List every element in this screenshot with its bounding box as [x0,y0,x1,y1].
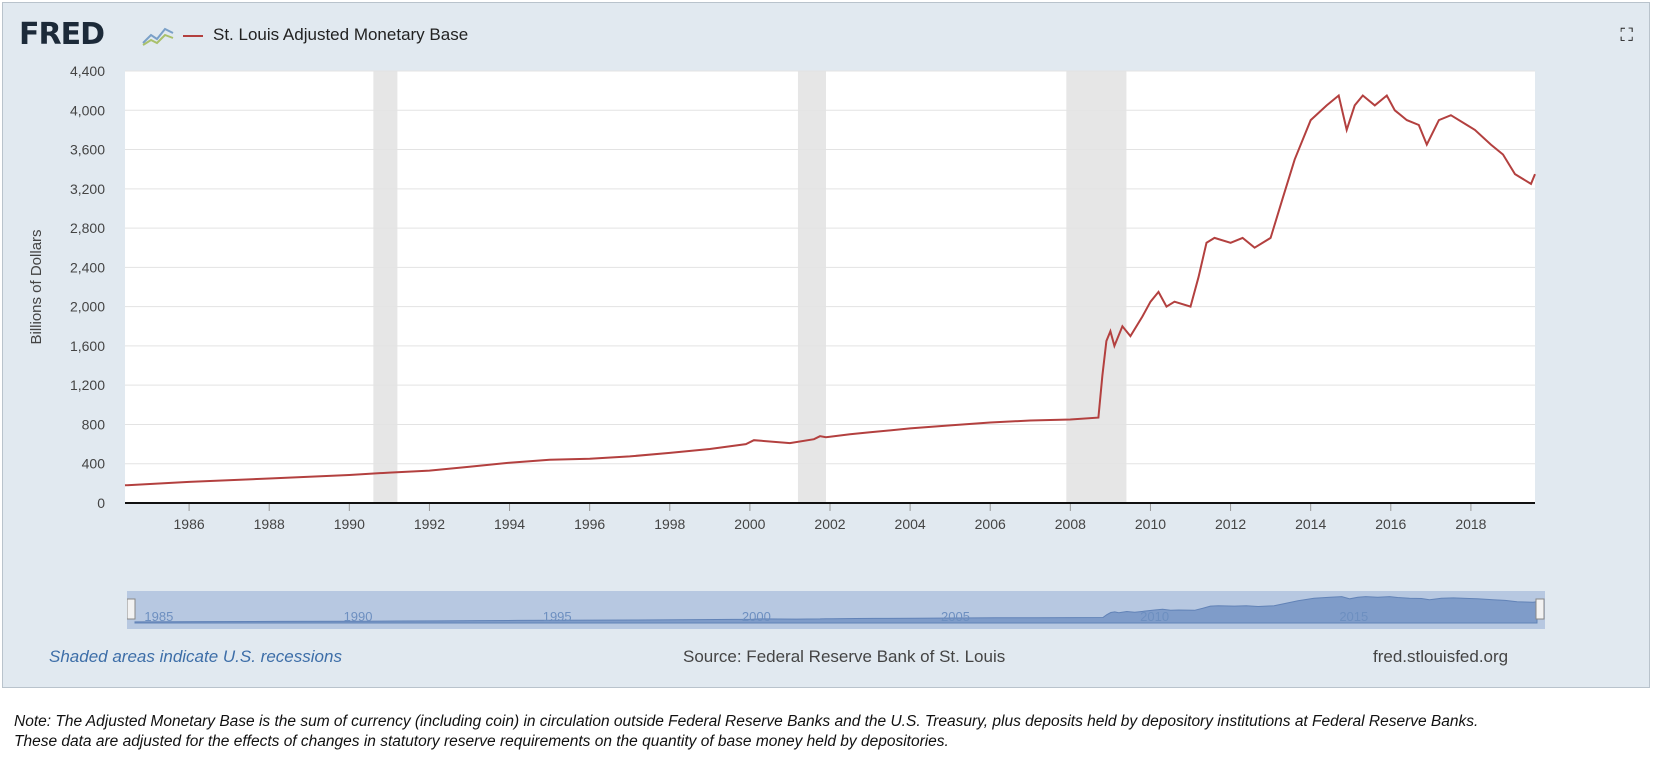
x-tick-label: 2010 [1135,516,1166,532]
series-line [124,93,1536,487]
recession-shading [373,71,1127,503]
x-tick-label: 2012 [1215,516,1246,532]
recession-band [373,71,398,503]
site-link[interactable]: fred.stlouisfed.org [1373,647,1509,666]
note-line-2: These data are adjusted for the effects … [14,733,949,750]
chart-frame: FRED St. Louis Adjusted Monetary Base ⛶ … [2,2,1650,688]
x-tick-label: 2006 [975,516,1006,532]
x-tick-label: 1996 [574,516,605,532]
recession-note-link[interactable]: Shaded areas indicate U.S. recessions [49,647,342,666]
y-tick-label: 3,200 [70,181,105,197]
y-tick-label: 2,400 [70,259,105,275]
note-line-1: Note: The Adjusted Monetary Base is the … [14,713,1479,730]
x-tick-label: 2016 [1375,516,1406,532]
x-axis: 1986 1988 1990 1992 1994 1996 1998 2000 2002 2004… [174,503,1487,532]
grid [125,70,1535,465]
x-tick-label: 1990 [334,516,365,532]
y-tick-label: 1,600 [70,338,105,354]
x-tick-label: 1998 [654,516,685,532]
chart-header: FRED St. Louis Adjusted Monetary Base ⛶ [3,3,1649,67]
source-text: Source: Federal Reserve Bank of St. Loui… [683,647,1006,666]
legend-item[interactable]: St. Louis Adjusted Monetary Base [183,25,468,45]
navigator-ticks: 1985 1990 1995 2000 2005 2010 2015 [144,609,1368,624]
y-tick-label: 4,000 [70,102,105,118]
navigator-tick-label: 2010 [1140,609,1169,624]
navigator-tick-label: 1990 [344,609,373,624]
x-tick-label: 2014 [1295,516,1326,532]
y-axis-label: Billions of Dollars [28,229,45,344]
legend-swatch [183,34,203,37]
y-tick-label: 1,200 [70,377,105,393]
y-tick-label: 400 [82,456,106,472]
recession-band [1066,71,1127,503]
chart-note: Note: The Adjusted Monetary Base is the … [14,712,1644,752]
y-tick-label: 2,800 [70,220,105,236]
y-tick-label: 800 [82,416,106,432]
range-navigator[interactable]: 1985 1990 1995 2000 2005 2010 2015 [127,591,1545,629]
x-tick-label: 2002 [814,516,845,532]
x-tick-label: 1994 [494,516,525,532]
navigator-tick-label: 1985 [144,609,173,624]
y-tick-label: 2,000 [70,299,105,315]
x-tick-label: 1992 [414,516,445,532]
plot-area [125,71,1535,503]
x-tick-label: 2004 [895,516,926,532]
navigator-tick-label: 2015 [1339,609,1368,624]
navigator-tick-label: 2000 [742,609,771,624]
y-tick-label: 0 [97,495,105,511]
x-tick-label: 1986 [174,516,205,532]
fullscreen-icon[interactable]: ⛶ [1620,25,1633,46]
y-tick-label: 4,400 [70,63,105,79]
y-tick-label: 3,600 [70,142,105,158]
y-axis: 0 400 800 1,200 1,600 2,000 2,400 2,800 3,200 3,6… [70,63,105,511]
navigator-left-handle[interactable] [127,598,136,620]
legend-label: St. Louis Adjusted Monetary Base [213,25,469,44]
recession-band [797,71,826,503]
x-tick-label: 2000 [734,516,765,532]
chart-line-icon [142,27,174,46]
navigator-series [134,596,1538,624]
navigator-right-handle[interactable] [1535,598,1545,620]
navigator-tick-label: 2005 [941,609,970,624]
x-tick-label: 2008 [1055,516,1086,532]
x-tick-label: 1988 [254,516,285,532]
chart-plot: 0 400 800 1,200 1,600 2,000 2,400 2,800 3,200 3,6… [28,63,1536,532]
x-tick-label: 2018 [1455,516,1486,532]
fred-logo[interactable]: FRED [19,17,105,52]
navigator-tick-label: 1995 [543,609,572,624]
